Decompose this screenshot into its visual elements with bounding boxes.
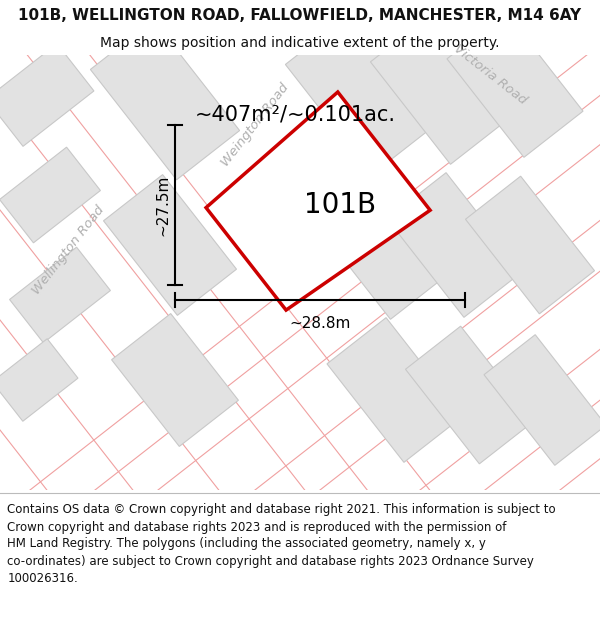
Text: Wellington Road: Wellington Road: [29, 203, 107, 297]
Polygon shape: [91, 20, 239, 180]
Polygon shape: [112, 314, 238, 446]
Text: ~27.5m: ~27.5m: [155, 174, 170, 236]
Text: Map shows position and indicative extent of the property.: Map shows position and indicative extent…: [100, 36, 500, 50]
Polygon shape: [0, 339, 78, 421]
Polygon shape: [0, 44, 94, 146]
Text: Victoria Road: Victoria Road: [451, 42, 529, 107]
Polygon shape: [484, 334, 600, 466]
Text: 101B, WELLINGTON ROAD, FALLOWFIELD, MANCHESTER, M14 6AY: 101B, WELLINGTON ROAD, FALLOWFIELD, MANC…: [19, 8, 581, 23]
Text: 101B: 101B: [304, 191, 376, 219]
Text: ~28.8m: ~28.8m: [289, 316, 350, 331]
Text: Contains OS data © Crown copyright and database right 2021. This information is : Contains OS data © Crown copyright and d…: [7, 504, 556, 584]
Text: ~407m²/~0.101ac.: ~407m²/~0.101ac.: [195, 105, 396, 125]
Polygon shape: [466, 176, 595, 314]
Text: Weington Road: Weington Road: [218, 81, 292, 169]
Polygon shape: [310, 171, 449, 319]
Polygon shape: [206, 92, 430, 310]
Polygon shape: [370, 16, 509, 164]
Polygon shape: [10, 247, 110, 343]
Polygon shape: [104, 174, 236, 316]
Polygon shape: [406, 326, 535, 464]
Polygon shape: [447, 12, 583, 158]
Polygon shape: [286, 15, 434, 175]
Polygon shape: [327, 318, 463, 462]
Polygon shape: [0, 147, 100, 243]
Polygon shape: [387, 173, 523, 318]
